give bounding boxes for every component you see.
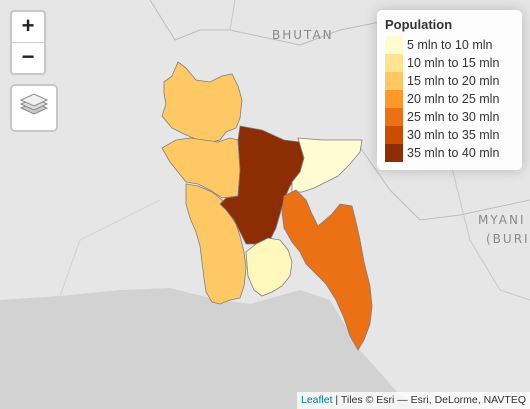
zoom-in-button[interactable]: + [12,12,44,43]
attribution: Leaflet | Tiles © Esri — Esri, DeLorme, … [296,392,530,409]
legend-swatch [385,90,403,108]
leaflet-link[interactable]: Leaflet [300,394,333,406]
zoom-out-button[interactable]: − [21,44,35,69]
legend-item: 30 mln to 35 mln [385,126,514,144]
legend-item: 15 mln to 20 mln [385,72,514,90]
legend-item: 20 mln to 25 mln [385,90,514,108]
legend-swatch [385,108,403,126]
label-burma: (BURI [486,232,530,246]
legend-item: 5 mln to 10 mln [385,36,514,54]
country-border [229,0,236,31]
country-border [59,199,161,297]
legend-item: 10 mln to 15 mln [385,54,514,72]
legend-title: Population [385,17,453,32]
region-rangpur[interactable] [161,61,243,143]
legend-label: 15 mln to 20 mln [407,74,500,88]
legend-label: 25 mln to 30 mln [407,110,500,124]
legend-label: 20 mln to 25 mln [407,92,500,106]
legend-swatch [385,54,403,72]
legend-swatch [385,126,403,144]
legend-item: 25 mln to 30 mln [385,108,514,126]
attribution-text: | Tiles © Esri — Esri, DeLorme, NAVTEQ [332,394,526,406]
country-border [354,139,530,221]
region-chittagong[interactable] [281,189,373,351]
legend-swatch [385,36,403,54]
legend-label: 10 mln to 15 mln [407,56,500,70]
legend-label: 35 mln to 40 mln [407,146,500,160]
bay-of-bengal [0,288,430,409]
legend-item: 35 mln to 40 mln [385,144,514,162]
country-border [449,159,530,301]
legend-swatch [385,72,403,90]
layers-button[interactable] [10,84,58,132]
region-barisal[interactable] [245,237,293,297]
legend-swatch [385,144,403,162]
legend: Population 5 mln to 10 mln 10 mln to 15 m… [377,10,522,170]
label-bhutan: BHUTAN [272,28,334,42]
layers-icon [19,93,49,115]
region-sylhet[interactable] [291,137,363,193]
legend-label: 5 mln to 10 mln [407,38,493,52]
zoom-control: + − [10,10,46,75]
legend-label: 30 mln to 35 mln [407,128,500,142]
label-myanmar: MYANI [478,213,526,227]
